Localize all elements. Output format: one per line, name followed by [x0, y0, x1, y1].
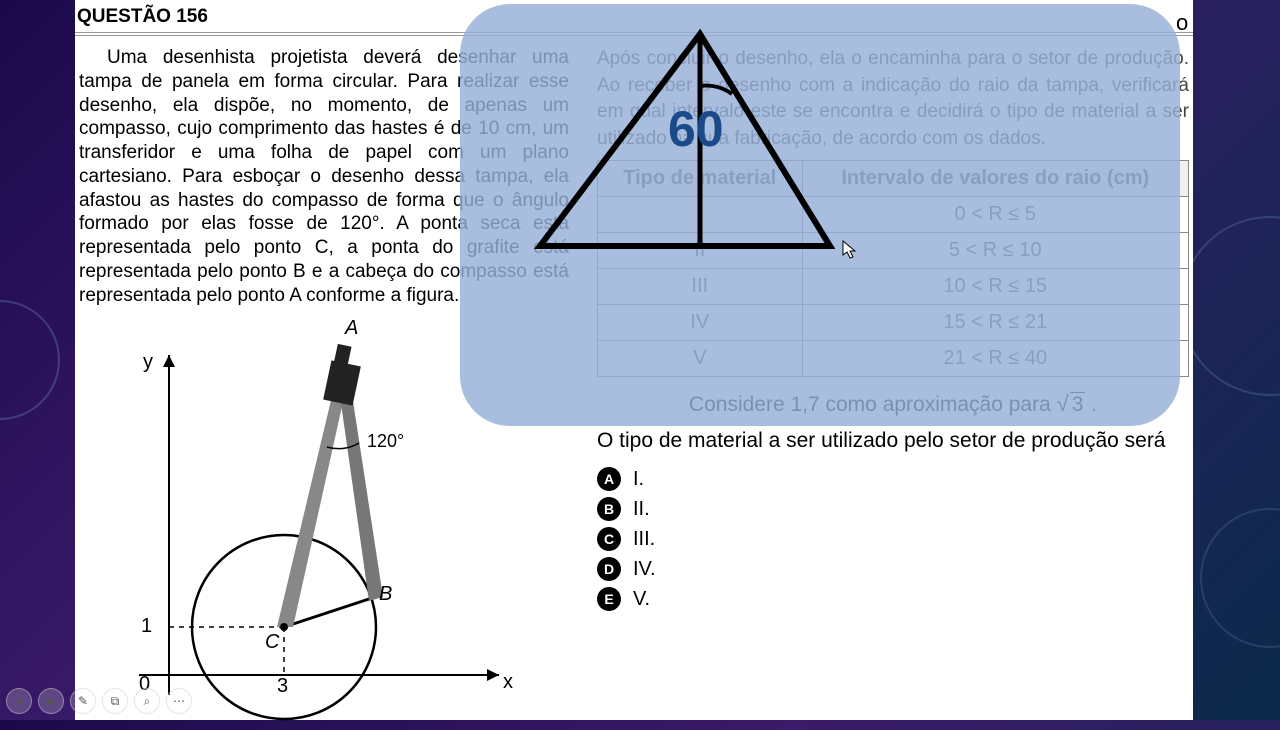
player-controls: ◄ ▶ ✎ ⧉ ⌕ ⋯ [6, 688, 192, 714]
option-letter: A [597, 467, 621, 491]
table-cell: 15 < R ≤ 21 [802, 305, 1189, 341]
option-A[interactable]: A I. [597, 467, 1189, 491]
table-cell: IV [598, 305, 803, 341]
option-letter: C [597, 527, 621, 551]
answer-options: A I. B II. C III. D IV. E V. [597, 467, 1189, 611]
option-B[interactable]: B II. [597, 497, 1189, 521]
label-x: x [503, 671, 513, 694]
table-cell: V [598, 341, 803, 377]
table-row: I0 < R ≤ 5 [598, 197, 1189, 233]
question-prompt: O tipo de material a ser utilizado pelo … [597, 429, 1189, 453]
table-row: V21 < R ≤ 40 [598, 341, 1189, 377]
option-text: II. [633, 498, 650, 521]
label-C: C [265, 631, 279, 654]
mouse-cursor-icon [842, 240, 858, 265]
bg-circle-left [0, 300, 60, 420]
option-D[interactable]: D IV. [597, 557, 1189, 581]
table-header-material: Tipo de material [598, 161, 803, 197]
table-cell: 21 < R ≤ 40 [802, 341, 1189, 377]
label-angle: 120° [367, 431, 404, 452]
pen-tool-button[interactable]: ✎ [70, 688, 96, 714]
option-text: III. [633, 528, 655, 551]
label-B: B [379, 583, 392, 606]
option-letter: E [597, 587, 621, 611]
play-button[interactable]: ▶ [38, 688, 64, 714]
option-text: V. [633, 588, 650, 611]
left-column: Uma desenhista projetista deverá desenha… [79, 46, 569, 725]
option-letter: B [597, 497, 621, 521]
label-y: y [143, 351, 153, 374]
bg-circle-right [1180, 216, 1280, 396]
table-row: IV15 < R ≤ 21 [598, 305, 1189, 341]
question-number: QUESTÃO 156 [75, 6, 1193, 36]
table-cell: 0 < R ≤ 5 [802, 197, 1189, 233]
stray-o: o [1176, 10, 1188, 36]
option-letter: D [597, 557, 621, 581]
consider-post: . [1091, 393, 1097, 416]
table-cell: I [598, 197, 803, 233]
table-row: III10 < R ≤ 15 [598, 269, 1189, 305]
option-text: IV. [633, 558, 656, 581]
table-cell: III [598, 269, 803, 305]
bg-circle-right2 [1200, 508, 1280, 648]
material-table: Tipo de material Intervalo de valores do… [597, 160, 1189, 377]
label-three: 3 [277, 675, 288, 698]
compass-figure: A B C 120° y x 0 1 3 [79, 315, 519, 725]
prev-button[interactable]: ◄ [6, 688, 32, 714]
option-E[interactable]: E V. [597, 587, 1189, 611]
right-column: Após concluir o desenho, ela o encaminha… [597, 46, 1189, 725]
sqrt-value: 3 [1070, 392, 1086, 417]
document-page: QUESTÃO 156 Uma desenhista projetista de… [75, 0, 1193, 720]
consider-pre: Considere 1,7 como aproximação para [689, 393, 1057, 416]
consider-text: Considere 1,7 como aproximação para √3 . [597, 391, 1189, 417]
table-cell: II [598, 233, 803, 269]
table-header-interval: Intervalo de valores do raio (cm) [802, 161, 1189, 197]
option-C[interactable]: C III. [597, 527, 1189, 551]
zoom-button[interactable]: ⌕ [134, 688, 160, 714]
table-cell: 5 < R ≤ 10 [802, 233, 1189, 269]
label-one: 1 [141, 615, 152, 638]
more-button[interactable]: ⋯ [166, 688, 192, 714]
table-row: II5 < R ≤ 10 [598, 233, 1189, 269]
right-context-paragraph: Após concluir o desenho, ela o encaminha… [597, 46, 1189, 152]
copy-button[interactable]: ⧉ [102, 688, 128, 714]
table-cell: 10 < R ≤ 15 [802, 269, 1189, 305]
problem-paragraph: Uma desenhista projetista deverá desenha… [79, 46, 569, 307]
option-text: I. [633, 468, 644, 491]
label-A: A [345, 317, 358, 340]
